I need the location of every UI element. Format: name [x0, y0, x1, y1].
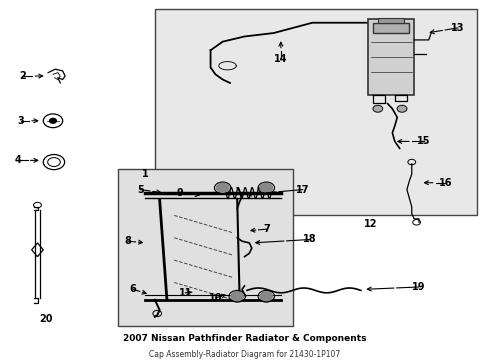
Text: 2: 2: [20, 71, 26, 81]
Bar: [372, 23, 408, 33]
Bar: [367, 19, 413, 95]
Text: 12: 12: [363, 219, 377, 229]
Text: 2007 Nissan Pathfinder Radiator & Components: 2007 Nissan Pathfinder Radiator & Compon…: [122, 334, 366, 343]
Text: 1: 1: [142, 169, 148, 179]
Text: 16: 16: [438, 178, 451, 188]
Bar: [118, 169, 292, 325]
Text: 7: 7: [263, 224, 269, 234]
Text: 19: 19: [411, 282, 425, 292]
Circle shape: [372, 105, 382, 112]
Text: 8: 8: [124, 236, 131, 246]
Bar: [377, 18, 404, 23]
Circle shape: [260, 183, 272, 192]
Bar: [155, 9, 476, 215]
Circle shape: [49, 118, 56, 123]
Text: 5: 5: [137, 185, 143, 195]
Text: 15: 15: [416, 136, 430, 147]
Text: 17: 17: [295, 185, 309, 195]
Text: 10: 10: [208, 293, 222, 303]
Text: 18: 18: [303, 234, 316, 244]
Text: 9: 9: [176, 188, 183, 198]
Text: 3: 3: [17, 116, 24, 126]
Text: 20: 20: [39, 314, 52, 324]
Text: Cap Assembly-Radiator Diagram for 21430-1P107: Cap Assembly-Radiator Diagram for 21430-…: [148, 350, 340, 359]
Text: 11: 11: [178, 288, 192, 298]
Text: 13: 13: [450, 23, 464, 33]
Circle shape: [230, 292, 243, 301]
Circle shape: [260, 292, 272, 301]
Text: 4: 4: [15, 156, 21, 165]
Circle shape: [216, 183, 228, 192]
Text: 6: 6: [129, 284, 136, 294]
Circle shape: [396, 105, 406, 112]
Text: 14: 14: [274, 54, 287, 64]
